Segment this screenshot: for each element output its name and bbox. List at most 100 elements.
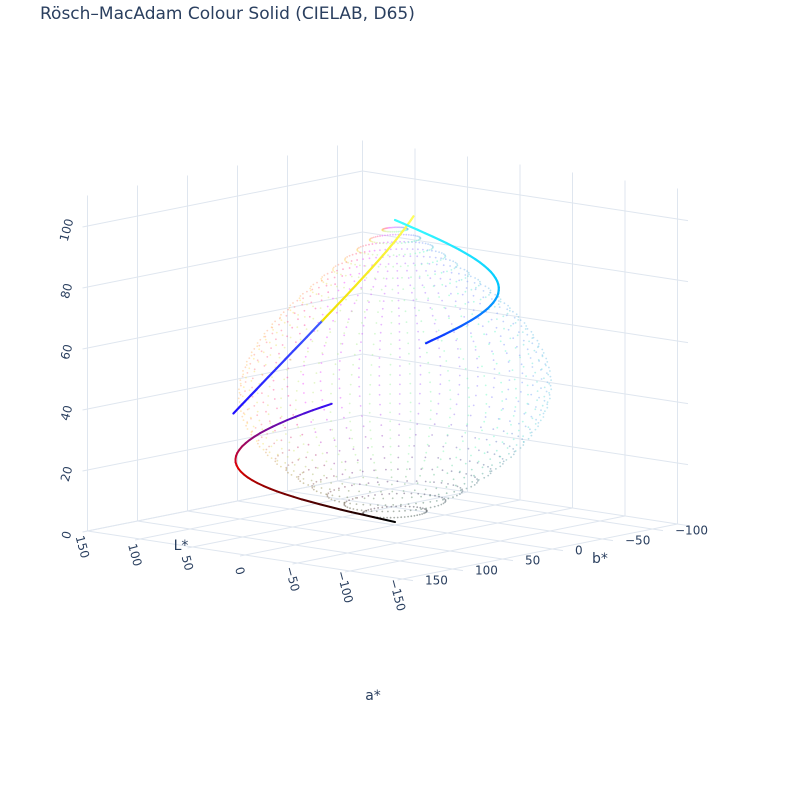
surface-point [442, 450, 445, 453]
surface-point [397, 299, 400, 302]
surface-point [370, 288, 373, 291]
surface-point [258, 348, 261, 351]
surface-point [430, 400, 432, 403]
surface-point [530, 431, 533, 434]
surface-point [389, 226, 391, 229]
surface-point [484, 384, 487, 387]
surface-point [345, 260, 347, 263]
surface-point [395, 492, 398, 495]
surface-point [411, 248, 414, 251]
surface-point [483, 476, 486, 479]
surface-point [424, 488, 427, 491]
surface-point [374, 469, 377, 472]
surface-point [500, 409, 503, 411]
gridline [187, 510, 514, 562]
surface-point [505, 352, 508, 355]
surface-point [419, 373, 422, 376]
x-axis-title: a* [365, 688, 381, 704]
surface-point [389, 445, 392, 448]
surface-point [476, 366, 479, 369]
surface-point [461, 490, 464, 492]
surface-point [437, 292, 440, 294]
surface-point [506, 308, 509, 311]
surface-point [405, 229, 408, 231]
surface-point [299, 338, 302, 341]
surface-point [433, 481, 435, 483]
surface-point [396, 262, 398, 265]
surface-point [512, 438, 515, 441]
surface-point [471, 481, 474, 483]
surface-point [423, 459, 426, 462]
surface-point [501, 441, 504, 444]
x-tick-label: −50 [282, 565, 302, 593]
surface-point [397, 284, 399, 287]
surface-point [509, 307, 511, 309]
gridline [362, 414, 689, 466]
surface-point [426, 274, 429, 277]
surface-point [356, 248, 359, 251]
surface-point [368, 301, 370, 303]
surface-point [463, 482, 466, 485]
surface-point [320, 389, 322, 392]
surface-point [359, 469, 362, 472]
surface-point [441, 283, 444, 286]
surface-point [349, 502, 351, 505]
surface-point [453, 331, 455, 333]
surface-point [320, 299, 323, 302]
surface-point [348, 288, 351, 290]
surface-point [310, 301, 313, 304]
surface-point [399, 374, 401, 376]
surface-point [249, 416, 252, 419]
surface-point [433, 473, 435, 476]
surface-point [359, 251, 362, 254]
surface-point [351, 484, 353, 487]
surface-point [385, 277, 388, 280]
surface-point [373, 277, 376, 280]
surface-point [397, 456, 400, 459]
surface-point [436, 260, 439, 263]
surface-point [391, 497, 394, 500]
surface-point [295, 390, 298, 392]
surface-point [451, 464, 453, 467]
surface-point [363, 311, 366, 313]
surface-point [440, 271, 443, 274]
surface-point [264, 335, 267, 338]
surface-point [429, 494, 431, 496]
surface-point [276, 407, 278, 410]
ridge-black-red-blue [283, 493, 295, 498]
surface-point [438, 296, 440, 298]
surface-point [473, 484, 476, 486]
surface-point [382, 445, 385, 448]
surface-point [389, 353, 392, 356]
ridge-blue-yellow [316, 319, 324, 328]
surface-point [479, 282, 481, 285]
surface-point [517, 400, 520, 403]
surface-point [246, 422, 249, 425]
surface-point [543, 386, 546, 389]
surface-point [242, 412, 245, 414]
surface-point [409, 428, 412, 430]
surface-point [445, 492, 448, 495]
surface-point [406, 269, 408, 272]
surface-point [532, 334, 534, 336]
surface-point [434, 494, 436, 497]
surface-point [431, 245, 434, 248]
surface-point [267, 404, 269, 407]
ridge-blue-yellow [336, 299, 344, 307]
gridline [362, 231, 689, 283]
surface-point [358, 272, 361, 275]
surface-point [446, 270, 448, 273]
surface-point [365, 277, 368, 279]
surface-point [445, 486, 448, 488]
surface-point [473, 474, 475, 477]
surface-point [345, 298, 347, 301]
surface-point [359, 245, 362, 248]
surface-point [523, 441, 525, 443]
surface-point [394, 226, 397, 229]
surface-point [268, 445, 270, 448]
ridge-blue-yellow [310, 324, 319, 333]
surface-point [536, 381, 538, 383]
surface-point [280, 415, 283, 418]
surface-point [508, 370, 511, 372]
